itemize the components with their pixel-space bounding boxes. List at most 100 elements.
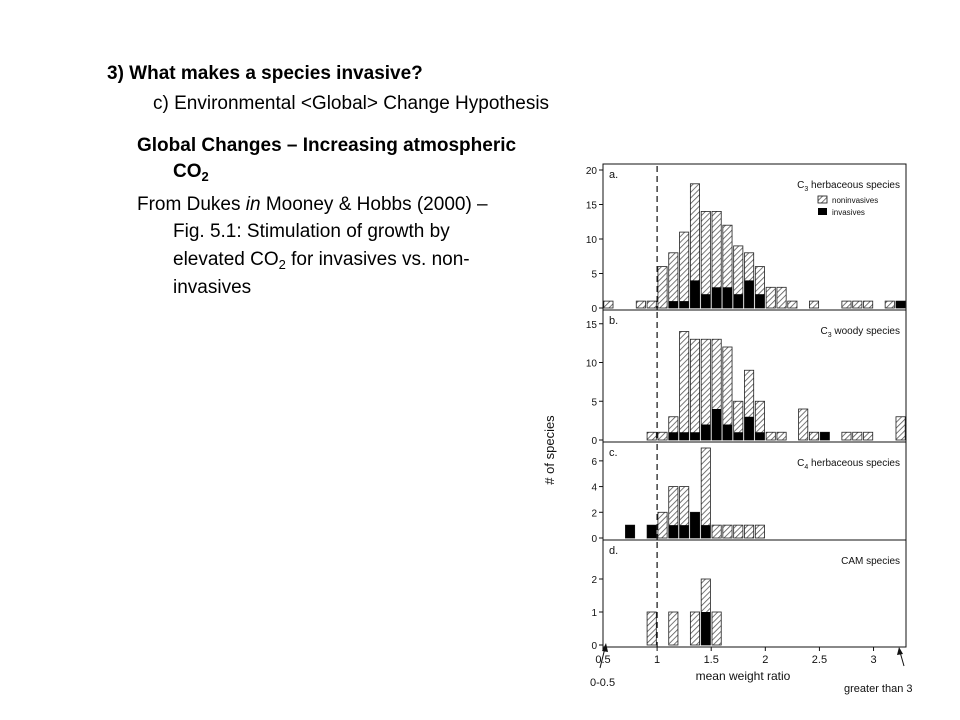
- x-tick-labels: 0.5 1 1.5 2 2.5 3: [595, 647, 877, 666]
- bar-invasive: [679, 301, 689, 308]
- panel-title: CAM species: [841, 556, 900, 567]
- panel-2: 0 5 10 15 b. C3 woody species: [586, 309, 907, 447]
- global-changes-line: Global Changes – Increasing atmospheric: [137, 135, 517, 156]
- source-line-3: elevated CO2 for invasives vs. non-: [173, 249, 470, 271]
- bar-noninvasive: [700, 211, 711, 309]
- bar-noninvasive: [809, 431, 820, 441]
- x-axis-label: mean weight ratio: [696, 669, 791, 683]
- y-tick-label: 5: [591, 270, 597, 281]
- bar-noninvasive: [603, 300, 614, 309]
- bar-noninvasive: [852, 300, 863, 309]
- bar-noninvasive: [711, 611, 722, 646]
- bar-noninvasive: [863, 300, 874, 309]
- bar-invasive: [701, 424, 711, 440]
- bar-invasive: [712, 409, 722, 440]
- panel-title-pre: C: [797, 180, 804, 191]
- bar-noninvasive: [754, 524, 765, 539]
- bar-noninvasive: [744, 524, 755, 539]
- bar-noninvasive: [635, 300, 646, 309]
- legend-label-noninvasive: noninvasives: [832, 196, 878, 205]
- panel-letter: b.: [609, 315, 618, 327]
- bar-noninvasive: [765, 286, 776, 309]
- panel-frame: [602, 539, 907, 648]
- bar-noninvasive: [668, 252, 679, 309]
- bar-invasive: [668, 301, 678, 308]
- y-tick-label: 1: [591, 608, 597, 619]
- bar-noninvasive: [679, 331, 690, 441]
- y-tick-label: 0: [591, 304, 597, 315]
- bar-invasive: [722, 424, 733, 440]
- source-author: From Dukes: [137, 194, 246, 215]
- legend-label-invasive: invasives: [832, 208, 865, 217]
- source-line-1: From Dukes in Mooney & Hobbs (2000) –: [137, 194, 488, 216]
- panel-title-post: woody species: [832, 326, 900, 337]
- bar-noninvasive: [776, 286, 787, 309]
- source-line-4: invasives: [173, 277, 252, 298]
- annotation-left-label: 0-0.5: [590, 677, 615, 689]
- y-tick-label: 2: [591, 508, 597, 519]
- bar-noninvasive: [657, 431, 668, 441]
- source-line-2: Fig. 5.1: Stimulation of growth by: [173, 221, 450, 242]
- bar-invasive: [820, 432, 830, 440]
- bar-invasive: [733, 294, 743, 308]
- source-in-italic: in: [245, 194, 261, 215]
- bar-noninvasive: [646, 611, 657, 646]
- bar-invasive: [679, 525, 689, 538]
- bar-invasive: [722, 287, 733, 308]
- panel-title-sub: 4: [804, 464, 808, 471]
- co2-subscript: 2: [201, 169, 209, 184]
- bar-invasive: [733, 432, 743, 440]
- bar-invasive: [755, 432, 765, 440]
- x-tick-label: 0.5: [595, 654, 610, 666]
- panel-title-pre: C: [820, 326, 827, 337]
- bar-noninvasive: [884, 300, 895, 309]
- panel-title-sub: 3: [828, 332, 832, 339]
- legend-swatch-noninvasive: [817, 195, 828, 204]
- bar-invasive: [701, 294, 711, 308]
- y-tick-label: 0: [591, 534, 597, 545]
- bar-noninvasive: [646, 431, 657, 441]
- bar-noninvasive: [841, 431, 852, 441]
- bar-noninvasive: [841, 300, 852, 309]
- bar-invasive: [690, 432, 700, 440]
- panel-letter: d.: [609, 545, 618, 557]
- panel-title-pre: C: [797, 458, 804, 469]
- bar-invasive: [647, 525, 657, 538]
- bar-noninvasive: [776, 431, 787, 441]
- bar-noninvasive: [646, 300, 657, 309]
- panel-title-sub: 3: [804, 186, 808, 193]
- y-axis-label: # of species: [542, 415, 557, 485]
- panel-title-post: herbaceous species: [808, 180, 900, 191]
- panel-title: C4 herbaceous species: [797, 458, 900, 471]
- y-tick-label: 6: [591, 457, 597, 468]
- bar-noninvasive: [711, 524, 722, 539]
- bar-noninvasive: [787, 300, 798, 309]
- bar-invasive: [755, 294, 765, 308]
- co2-text: CO: [173, 161, 202, 182]
- bar-noninvasive: [700, 447, 711, 539]
- panel-title: C3 herbaceous species: [797, 180, 900, 193]
- source-editors: Mooney & Hobbs (2000) –: [260, 194, 488, 215]
- panel-letter: c.: [609, 447, 618, 459]
- bar-noninvasive: [722, 524, 733, 539]
- panel-title-post: herbaceous species: [808, 458, 900, 469]
- source-line-3-sub: 2: [278, 257, 286, 272]
- bar-noninvasive: [809, 300, 820, 309]
- y-tick-label: 15: [586, 320, 598, 331]
- legend-swatch-invasive: [818, 208, 827, 215]
- bar-invasive: [668, 525, 678, 538]
- x-tick-label: 2.5: [812, 654, 827, 666]
- bar-noninvasive: [679, 231, 690, 309]
- bar-noninvasive: [689, 611, 700, 646]
- bar-invasive: [712, 287, 722, 308]
- y-tick-label: 20: [586, 166, 598, 177]
- bar-invasive: [744, 280, 754, 308]
- bar-noninvasive: [852, 431, 863, 441]
- bar-invasive: [744, 416, 754, 440]
- x-tick-label: 2: [762, 654, 768, 666]
- panel-1: 0 5 10 15 20 a. C3 herbaceous species noninvasi…: [586, 163, 907, 315]
- global-changes-co2: CO2: [173, 161, 209, 183]
- y-tick-label: 15: [586, 201, 598, 212]
- slide-heading: 3) What makes a species invasive?: [107, 63, 423, 84]
